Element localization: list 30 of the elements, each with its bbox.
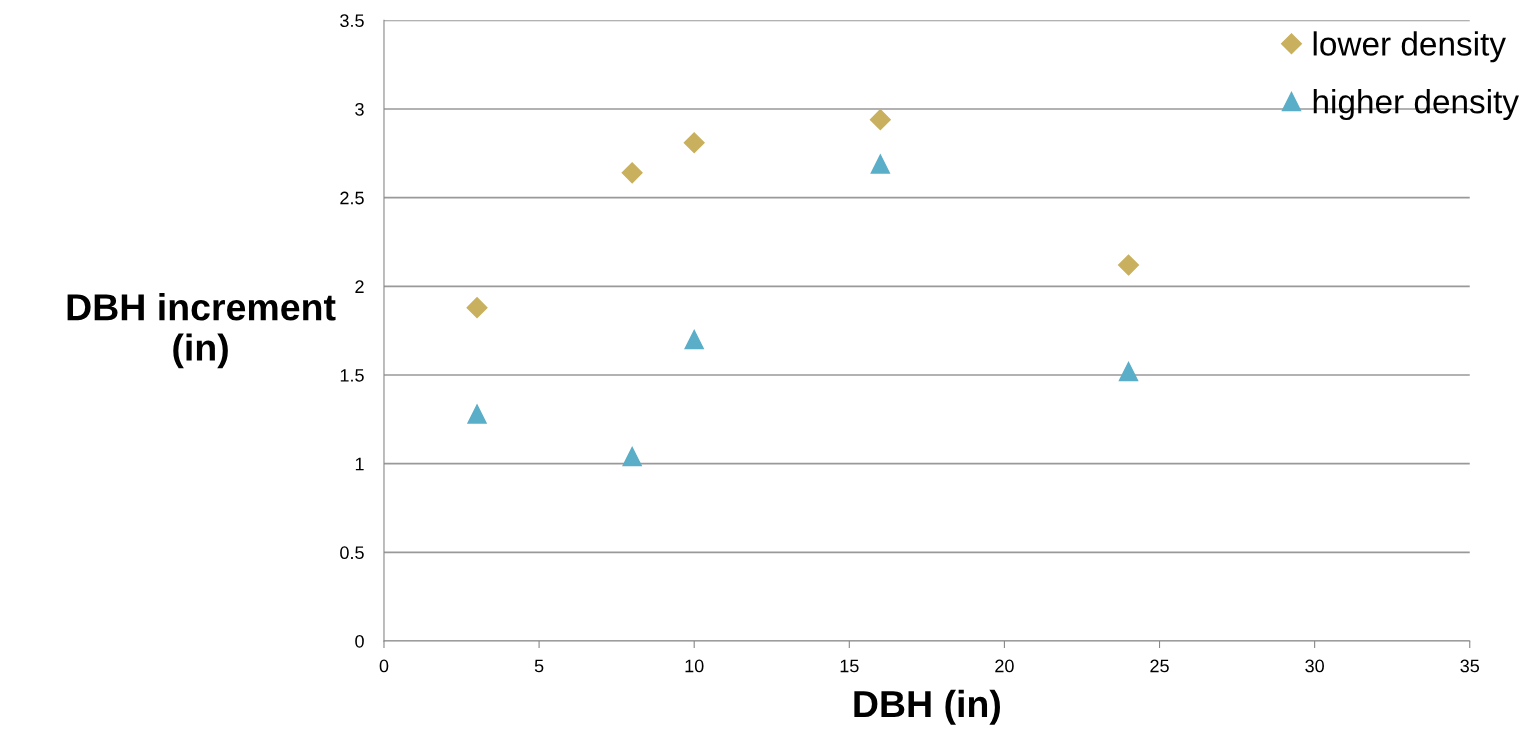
legend-label: higher density — [1313, 89, 1519, 121]
y-tick-label: 1.5 — [340, 369, 364, 382]
point — [869, 109, 891, 131]
y-tick-label: 3.5 — [340, 14, 364, 28]
y-tick-label: 1 — [355, 457, 364, 471]
point — [1118, 361, 1139, 382]
point — [683, 132, 705, 154]
x-tick-label: 15 — [840, 659, 859, 673]
point — [621, 162, 643, 184]
x-tick-label: 10 — [685, 659, 704, 673]
x-tick-label: 20 — [995, 659, 1014, 673]
y-tick-label: 3 — [355, 102, 364, 116]
y-tick-label: 0 — [355, 634, 364, 648]
y-tick-label: 2.5 — [340, 191, 364, 205]
point — [466, 297, 488, 319]
point — [870, 154, 891, 174]
y-tick-label: 0.5 — [340, 546, 364, 560]
x-tick-label: 5 — [534, 659, 544, 673]
point — [684, 329, 704, 350]
x-tick-label: 35 — [1460, 659, 1480, 673]
point — [1117, 254, 1140, 276]
x-axis-title: DBH (in) — [854, 689, 1000, 725]
legend-label: lower density — [1313, 31, 1506, 63]
point — [622, 446, 642, 467]
x-tick-label: 30 — [1305, 659, 1324, 673]
x-tick-label: 25 — [1150, 659, 1169, 673]
y-axis-title: DBH increment (in) — [67, 293, 336, 369]
x-tick-label: 0 — [379, 659, 389, 673]
y-tick-label: 2 — [355, 280, 364, 293]
point — [467, 404, 487, 424]
